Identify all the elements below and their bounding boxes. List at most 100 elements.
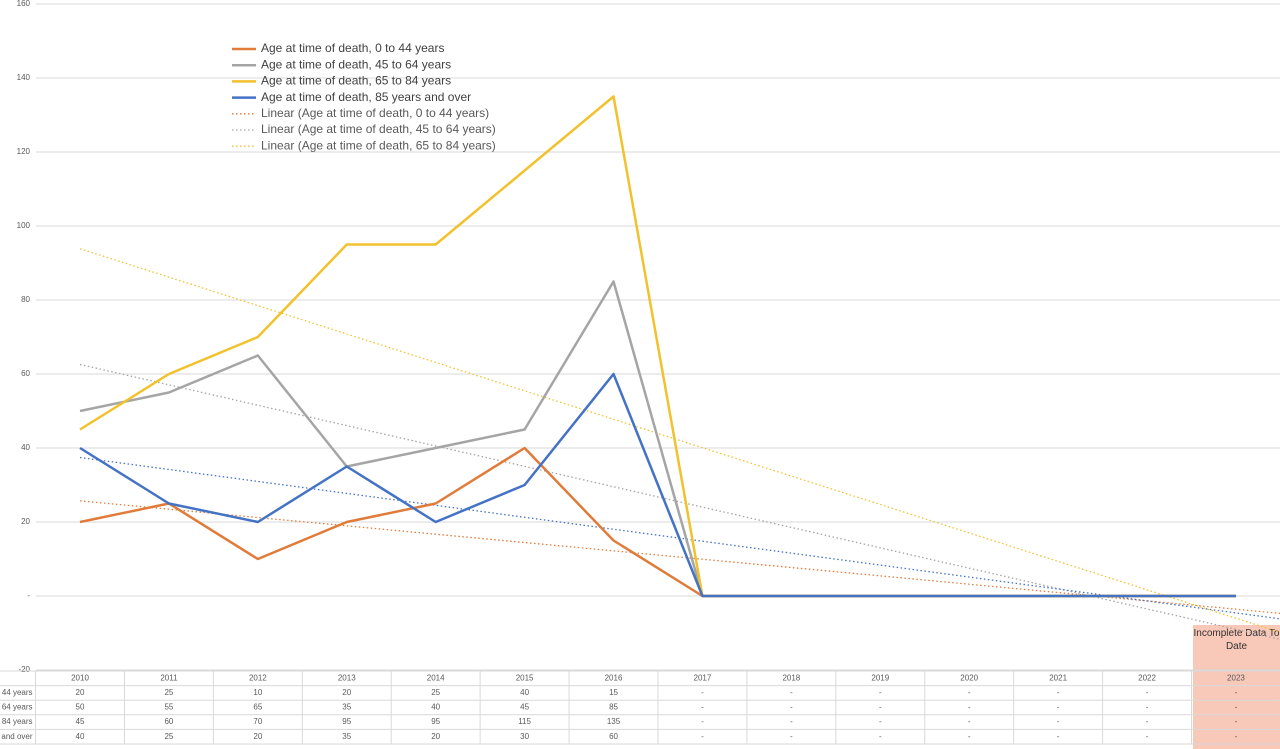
table-cell: 25 bbox=[164, 688, 173, 697]
table-cell: 30 bbox=[520, 732, 529, 741]
legend-label: Linear (Age at time of death, 0 to 44 ye… bbox=[261, 106, 489, 120]
annotation: Incomplete Data To Date bbox=[1193, 628, 1280, 652]
x-tick-label: 2013 bbox=[338, 673, 356, 682]
x-tick-label: 2015 bbox=[516, 673, 534, 682]
table-cell: 45 bbox=[520, 703, 529, 712]
x-tick-label: 2014 bbox=[427, 673, 445, 682]
table-cell: 20 bbox=[431, 732, 440, 741]
y-tick-label: 60 bbox=[21, 369, 30, 378]
series-line bbox=[79, 372, 1236, 598]
trendline bbox=[79, 363, 1280, 641]
table-cell: - bbox=[1146, 717, 1149, 726]
x-tick-label: 2011 bbox=[160, 673, 178, 682]
table-cell: - bbox=[1057, 703, 1060, 712]
table-cell: - bbox=[701, 732, 704, 741]
table-cell: 40 bbox=[431, 703, 440, 712]
table-cell: 35 bbox=[342, 732, 351, 741]
table-cell: 15 bbox=[609, 688, 618, 697]
table-cell: - bbox=[790, 732, 793, 741]
table-cell: - bbox=[1057, 717, 1060, 726]
table-cell: 20 bbox=[342, 688, 351, 697]
table-cell: - bbox=[790, 717, 793, 726]
table-cell: 10 bbox=[253, 688, 262, 697]
table-cell: 35 bbox=[342, 703, 351, 712]
table-row-label: Age at time of death, 85 years and over bbox=[0, 732, 33, 741]
table-cell: - bbox=[1235, 717, 1238, 726]
y-tick-label: 120 bbox=[17, 147, 31, 156]
table-cell: 45 bbox=[76, 717, 85, 726]
table-cell: 25 bbox=[164, 732, 173, 741]
table-cell: - bbox=[879, 717, 882, 726]
y-tick-label: 40 bbox=[21, 443, 30, 452]
x-tick-label: 2019 bbox=[871, 673, 889, 682]
table-cell: - bbox=[790, 703, 793, 712]
y-tick-label: 100 bbox=[17, 221, 31, 230]
y-tick-label: 160 bbox=[17, 0, 31, 8]
table-cell: - bbox=[701, 688, 704, 697]
x-tick-label: 2018 bbox=[782, 673, 800, 682]
table-cell: - bbox=[701, 703, 704, 712]
table-cell: 85 bbox=[609, 703, 618, 712]
table-cell: 115 bbox=[518, 717, 531, 726]
table-cell: - bbox=[968, 703, 971, 712]
y-tick-label: 20 bbox=[21, 517, 30, 526]
table-cell: 135 bbox=[607, 717, 621, 726]
legend-label: Linear (Age at time of death, 45 to 64 y… bbox=[261, 122, 496, 136]
table-cell: - bbox=[1235, 732, 1238, 741]
legend-label: Age at time of death, 0 to 44 years bbox=[261, 41, 444, 55]
trendline bbox=[79, 500, 1280, 614]
table-cell: - bbox=[968, 717, 971, 726]
table-cell: - bbox=[1146, 703, 1149, 712]
table-cell: - bbox=[879, 688, 882, 697]
y-tick-label: 80 bbox=[21, 295, 30, 304]
table-cell: - bbox=[701, 717, 704, 726]
annotation-box: Incomplete Data To Date bbox=[1193, 628, 1280, 652]
table-cell: - bbox=[879, 732, 882, 741]
table-cell: 50 bbox=[76, 703, 85, 712]
table-cell: 40 bbox=[76, 732, 85, 741]
trendline bbox=[79, 456, 1280, 620]
table-cell: - bbox=[1057, 732, 1060, 741]
table-cell: 60 bbox=[164, 717, 173, 726]
y-tick-label: 140 bbox=[17, 73, 31, 82]
table-cell: - bbox=[790, 688, 793, 697]
table-cell: - bbox=[1235, 703, 1238, 712]
legend-label: Linear (Age at time of death, 65 to 84 y… bbox=[261, 138, 496, 152]
x-tick-label: 2017 bbox=[694, 673, 712, 682]
table-row-label: Age at time of death, 45 to 64 years bbox=[0, 703, 33, 712]
x-tick-label: 2016 bbox=[605, 673, 623, 682]
table-cell: 60 bbox=[609, 732, 618, 741]
x-tick-label: 2021 bbox=[1049, 673, 1067, 682]
legend-label: Age at time of death, 45 to 64 years bbox=[261, 57, 451, 71]
table-cell: 95 bbox=[431, 717, 440, 726]
legend-label: Age at time of death, 65 to 84 years bbox=[261, 74, 451, 88]
table-row-label: Age at time of death, 0 to 44 years bbox=[0, 688, 33, 697]
trendline bbox=[79, 248, 1280, 633]
table-cell: 25 bbox=[431, 688, 440, 697]
y-tick-label: -20 bbox=[18, 665, 30, 674]
table-cell: - bbox=[1146, 732, 1149, 741]
x-tick-label: 2022 bbox=[1138, 673, 1156, 682]
incomplete-highlight bbox=[1193, 625, 1280, 749]
table-cell: - bbox=[968, 732, 971, 741]
x-tick-label: 2020 bbox=[960, 673, 978, 682]
table-cell: 95 bbox=[342, 717, 351, 726]
table-cell: - bbox=[879, 703, 882, 712]
table-row-label: Age at time of death, 65 to 84 years bbox=[0, 717, 33, 726]
table-cell: - bbox=[1146, 688, 1149, 697]
table-cell: - bbox=[1235, 688, 1238, 697]
y-tick-label: - bbox=[27, 591, 30, 600]
table-cell: 70 bbox=[253, 717, 262, 726]
table-cell: 55 bbox=[164, 703, 173, 712]
table-cell: 40 bbox=[520, 688, 529, 697]
x-tick-label: 2012 bbox=[249, 673, 267, 682]
table-cell: - bbox=[1057, 688, 1060, 697]
series-line bbox=[79, 280, 1236, 598]
x-tick-label: 2010 bbox=[71, 673, 89, 682]
table-cell: 20 bbox=[253, 732, 262, 741]
legend-label: Age at time of death, 85 years and over bbox=[261, 90, 471, 104]
x-tick-label: 2023 bbox=[1227, 673, 1245, 682]
table-cell: - bbox=[968, 688, 971, 697]
table-cell: 65 bbox=[253, 703, 262, 712]
